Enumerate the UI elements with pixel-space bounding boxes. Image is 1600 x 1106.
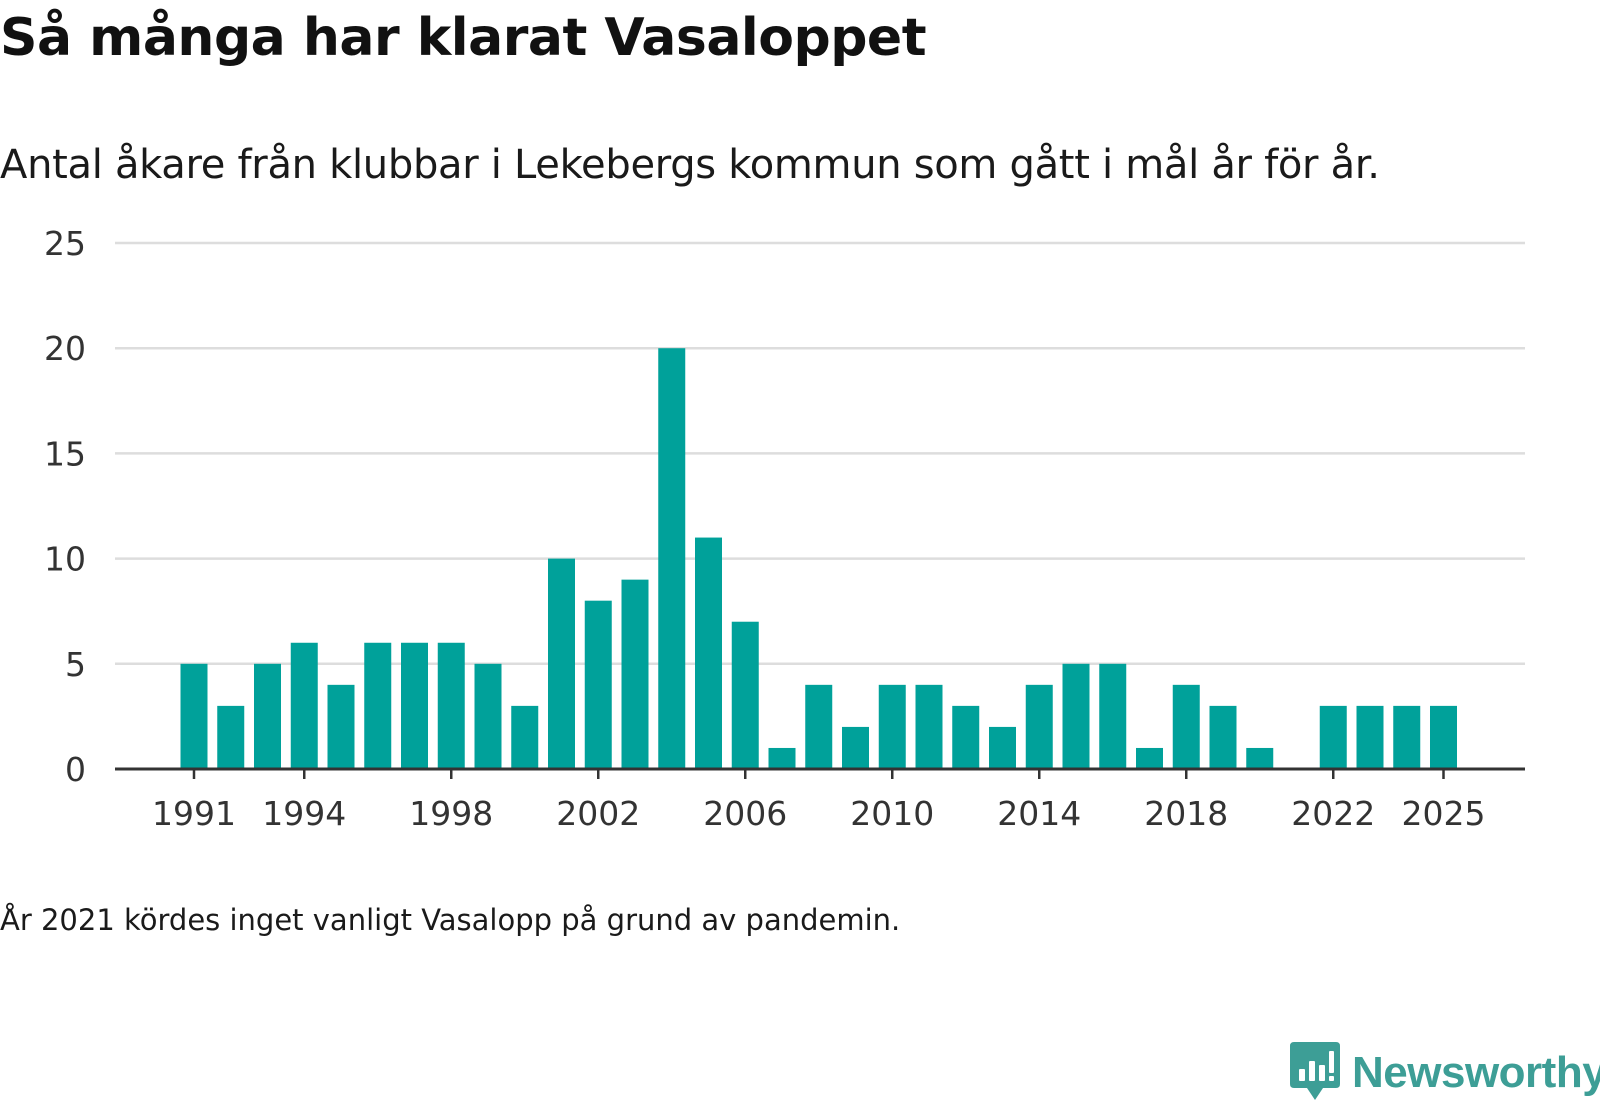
bar-2001 bbox=[548, 558, 575, 769]
x-tick-label: 2002 bbox=[556, 794, 640, 833]
bar-2017 bbox=[1136, 747, 1163, 769]
bar-2012 bbox=[952, 705, 980, 769]
y-tick-label: 5 bbox=[65, 645, 86, 684]
bar-2006 bbox=[731, 621, 759, 769]
bar-2003 bbox=[621, 579, 649, 769]
newsworthy-logo[interactable]: Newsworthy bbox=[1290, 1040, 1600, 1106]
y-tick-label: 20 bbox=[44, 329, 86, 368]
bar-2009 bbox=[842, 726, 869, 769]
bar-1991 bbox=[180, 663, 208, 769]
x-tick-label: 2010 bbox=[850, 794, 934, 833]
y-axis-ticks: 0 5 10 15 20 25 bbox=[44, 224, 86, 789]
x-tick-label: 2006 bbox=[703, 794, 787, 833]
bars bbox=[180, 348, 1457, 769]
bar-2002 bbox=[584, 600, 612, 769]
bar-2014 bbox=[1025, 684, 1053, 769]
bar-1999 bbox=[474, 663, 502, 769]
footnote: År 2021 kördes inget vanligt Vasalopp på… bbox=[0, 903, 901, 937]
bar-2025 bbox=[1430, 705, 1457, 769]
bar-1997 bbox=[401, 642, 428, 769]
x-tick-label: 1991 bbox=[152, 794, 236, 833]
bar-2019 bbox=[1209, 705, 1237, 769]
chart-title: Så många har klarat Vasaloppet bbox=[0, 8, 927, 68]
grid-lines bbox=[115, 241, 1525, 666]
bar-1992 bbox=[217, 705, 245, 769]
bar-2013 bbox=[989, 726, 1016, 769]
x-tick-label: 1994 bbox=[262, 794, 346, 833]
x-tick-label: 1998 bbox=[409, 794, 493, 833]
bar-2022 bbox=[1319, 705, 1347, 769]
bar-1998 bbox=[437, 642, 465, 769]
y-tick-label: 15 bbox=[44, 434, 86, 473]
x-tick-label: 2018 bbox=[1144, 794, 1228, 833]
bar-2008 bbox=[805, 684, 833, 769]
bar-2016 bbox=[1099, 663, 1127, 769]
bar-2024 bbox=[1393, 705, 1421, 769]
bar-2005 bbox=[695, 537, 722, 769]
y-tick-label: 10 bbox=[44, 540, 86, 579]
y-tick-label: 25 bbox=[44, 224, 86, 263]
bar-1996 bbox=[364, 642, 392, 769]
bar-1993 bbox=[254, 663, 281, 769]
x-tick-label: 2022 bbox=[1291, 794, 1375, 833]
bar-2011 bbox=[915, 684, 943, 769]
bar-2004 bbox=[658, 348, 686, 769]
bar-2020 bbox=[1246, 747, 1274, 769]
bar-2018 bbox=[1172, 684, 1200, 769]
bar-2000 bbox=[511, 705, 539, 769]
y-tick-label: 0 bbox=[65, 750, 86, 789]
bar-2023 bbox=[1356, 705, 1384, 769]
chart-subtitle: Antal åkare från klubbar i Lekebergs kom… bbox=[0, 142, 1380, 188]
newsworthy-logo-icon bbox=[1290, 1042, 1340, 1104]
newsworthy-logo-text: Newsworthy bbox=[1352, 1048, 1600, 1097]
bar-1994 bbox=[290, 642, 318, 769]
bar-2015 bbox=[1062, 663, 1090, 769]
x-tick-label: 2025 bbox=[1402, 794, 1486, 833]
x-axis-ticks: 1991 1994 1998 2002 2006 2010 2014 2018 2022 2025 bbox=[152, 769, 1485, 833]
bar-2007 bbox=[768, 747, 796, 769]
bar-1995 bbox=[327, 684, 355, 769]
bar-2010 bbox=[878, 684, 906, 769]
x-tick-label: 2014 bbox=[997, 794, 1081, 833]
